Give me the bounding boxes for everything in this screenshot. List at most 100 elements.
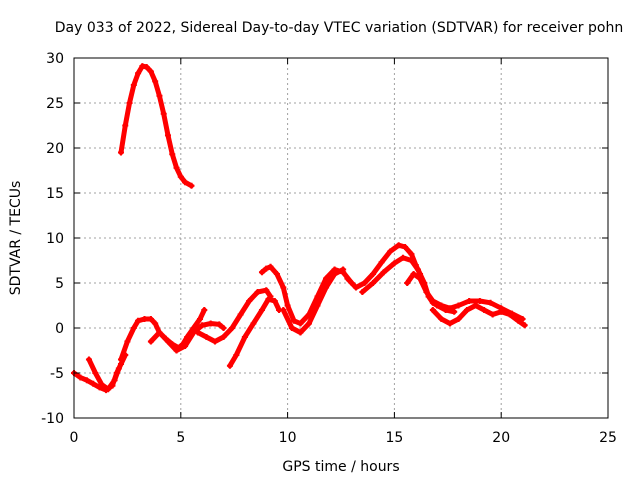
data-point xyxy=(446,320,453,327)
data-point xyxy=(446,305,453,312)
grid-lines xyxy=(74,58,608,418)
x-tick-label: 0 xyxy=(70,430,79,446)
data-point xyxy=(429,307,436,313)
data-point xyxy=(387,248,394,255)
data-point xyxy=(105,386,112,393)
data-point xyxy=(173,164,180,171)
data-point xyxy=(241,334,248,340)
data-point xyxy=(399,254,406,261)
data-point xyxy=(117,356,124,363)
data-point xyxy=(115,365,122,372)
y-tick-label: 25 xyxy=(46,96,64,112)
data-point xyxy=(429,298,436,304)
data-point xyxy=(464,307,471,313)
data-point xyxy=(323,275,330,282)
data-point xyxy=(498,308,505,315)
data-point xyxy=(280,307,287,313)
series-arc-midday-4 xyxy=(280,266,347,336)
data-point xyxy=(194,329,201,336)
data-point xyxy=(402,244,409,250)
data-point xyxy=(521,322,528,329)
data-point xyxy=(182,343,189,349)
data-point xyxy=(250,320,257,327)
data-point xyxy=(117,149,124,156)
series-arc-early-high xyxy=(117,63,195,189)
data-point xyxy=(361,280,368,286)
data-point xyxy=(141,316,148,322)
data-point xyxy=(203,334,210,340)
data-point xyxy=(291,317,298,324)
data-point xyxy=(451,308,458,315)
data-point xyxy=(211,338,218,345)
data-point xyxy=(229,325,236,331)
data-point xyxy=(83,377,90,384)
y-tick-label: 10 xyxy=(46,231,64,247)
data-point xyxy=(220,334,227,340)
data-point xyxy=(233,352,240,358)
data-point xyxy=(201,307,208,313)
data-point xyxy=(271,298,278,304)
data-point xyxy=(391,260,398,267)
data-point xyxy=(410,271,417,277)
data-point xyxy=(297,320,304,327)
data-point xyxy=(267,263,274,270)
data-point xyxy=(476,298,483,304)
data-point xyxy=(143,64,150,70)
data-point xyxy=(417,275,424,282)
series-arc-evening xyxy=(404,271,526,322)
data-point xyxy=(124,338,131,345)
data-point xyxy=(438,316,445,322)
data-point xyxy=(263,265,270,272)
y-tick-label: 15 xyxy=(46,186,64,202)
series-arc-midday xyxy=(194,287,274,345)
data-point xyxy=(77,374,84,381)
data-point xyxy=(182,179,189,186)
series-trace xyxy=(259,264,355,326)
data-point xyxy=(164,338,171,345)
data-point xyxy=(126,100,133,106)
data-point xyxy=(263,287,270,294)
data-point xyxy=(207,320,214,327)
data-point xyxy=(380,269,387,276)
data-point xyxy=(169,151,176,158)
data-point xyxy=(280,284,287,291)
y-axis-label: SDTVAR / TECUs xyxy=(8,181,24,296)
data-point xyxy=(160,110,167,117)
axis-ticks: 0 5 10 15 20 25 -10 -5 0 5 10 15 20 25 30 xyxy=(41,51,617,446)
data-point xyxy=(152,320,159,327)
x-tick-label: 15 xyxy=(385,430,403,446)
series-trace xyxy=(195,287,273,344)
x-tick-label: 25 xyxy=(599,430,617,446)
data-point xyxy=(199,322,206,329)
data-point xyxy=(147,316,154,322)
y-tick-label: 0 xyxy=(55,321,64,337)
data-point xyxy=(237,311,244,318)
data-point xyxy=(135,317,142,324)
data-point xyxy=(284,302,291,309)
data-point xyxy=(156,329,163,336)
data-point xyxy=(147,338,154,345)
data-point xyxy=(515,317,522,324)
data-point xyxy=(188,182,195,189)
data-point xyxy=(305,320,312,327)
data-point xyxy=(395,242,402,249)
data-point xyxy=(378,259,385,266)
data-point xyxy=(92,370,99,376)
data-point xyxy=(455,316,462,322)
y-tick-label: -5 xyxy=(50,366,64,382)
data-point xyxy=(438,302,445,309)
series-arc-night-low-2 xyxy=(85,356,122,393)
data-point xyxy=(359,289,366,295)
data-point xyxy=(273,271,280,277)
series-arc-evening-2 xyxy=(429,302,528,329)
data-point xyxy=(130,325,137,331)
data-point xyxy=(254,289,261,295)
x-tick-label: 20 xyxy=(492,430,510,446)
data-point xyxy=(220,325,227,331)
data-point xyxy=(455,302,462,309)
data-point xyxy=(246,298,253,304)
data-point xyxy=(197,316,204,322)
y-tick-label: 5 xyxy=(55,276,64,292)
data-point xyxy=(370,271,377,277)
